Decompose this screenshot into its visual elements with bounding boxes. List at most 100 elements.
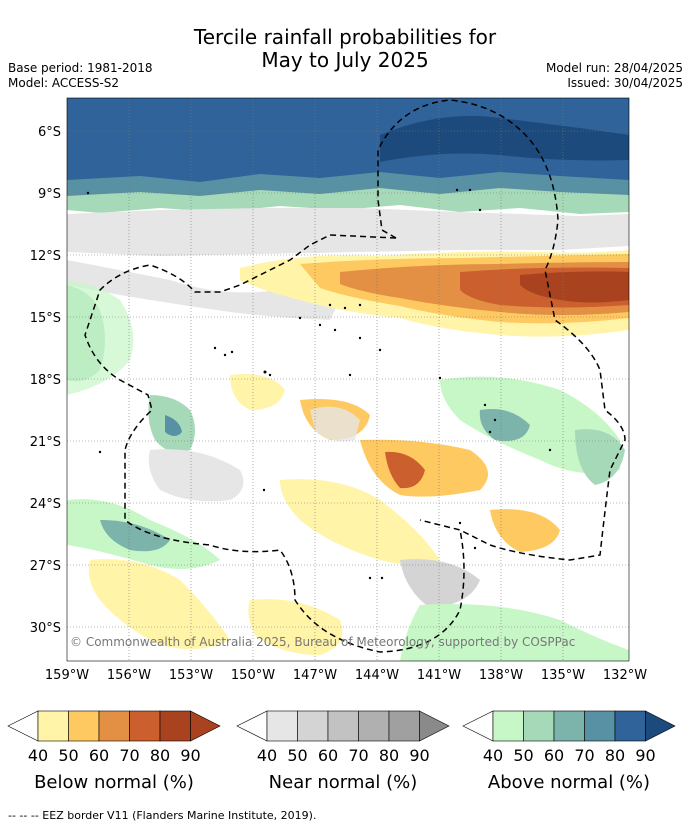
above-core-25s-west: [100, 520, 170, 552]
legend-below-tick: 50: [58, 746, 78, 765]
below-patch-147w: [230, 374, 285, 410]
legend-near-swatch: [358, 710, 390, 742]
legend-above-title: Above normal (%): [488, 772, 650, 793]
near-patch-28s: [400, 559, 480, 608]
above-core-90: [380, 116, 629, 162]
legend-above-tick: 70: [574, 746, 594, 765]
legend-above-tick: 90: [635, 746, 655, 765]
legend-near-swatch: [266, 710, 298, 742]
legend-above-tick: 60: [544, 746, 564, 765]
above-patch-30s: [400, 604, 629, 661]
issued-date: Issued: 30/04/2025: [567, 76, 683, 90]
lon-label: 141°W: [417, 668, 461, 683]
lat-label: 21°S: [30, 435, 61, 450]
legend-above-tick: 40: [483, 746, 503, 765]
legend-below-swatch: [98, 710, 130, 742]
lon-label: 153°W: [169, 668, 213, 683]
legend-near-tick: 50: [287, 746, 307, 765]
model-run: Model run: 28/04/2025: [545, 61, 683, 75]
legend-below-tick: 80: [150, 746, 170, 765]
legend-above-swatch: [492, 710, 524, 742]
map-frame: [66, 97, 630, 662]
above-patch-west-outer: [67, 280, 134, 395]
meta-left: Base period: 1981-2018 Model: ACCESS-S2: [8, 61, 153, 91]
above-core-east: [479, 409, 530, 441]
above-core-153w: [165, 415, 182, 436]
near-patch-21s: [310, 406, 360, 442]
below-band-80: [520, 271, 629, 303]
near-patch-west: [67, 260, 340, 320]
legend-near-tick: 60: [318, 746, 338, 765]
legend-near-swatch: [388, 710, 420, 742]
lat-label: 15°S: [30, 311, 61, 326]
legend-above-tick: 80: [605, 746, 625, 765]
legend-near-under-arrow: [236, 710, 268, 742]
legend-near-tick: 90: [409, 746, 429, 765]
lat-label: 30°S: [30, 621, 61, 636]
islands: [86, 188, 552, 580]
lon-label: 159°W: [45, 668, 89, 683]
legend-near-tick: 80: [379, 746, 399, 765]
below-patch-26s: [280, 479, 440, 565]
legend-below-tick: 70: [119, 746, 139, 765]
below-patch-27s-east: [490, 509, 560, 552]
legend-near: 40 50 60 70 80 90 Near normal (%): [236, 710, 450, 793]
legend-near-over-arrow: [419, 710, 450, 742]
legend-below-tick: 90: [180, 746, 200, 765]
legend-above: 40 50 60 70 80 90 Above normal (%): [462, 710, 676, 793]
model-name: Model: ACCESS-S2: [8, 76, 120, 90]
below-patch-28s-west: [88, 559, 230, 649]
legend-near-swatch: [297, 710, 329, 742]
lon-label: 150°W: [231, 668, 275, 683]
above-patch-far-east: [575, 429, 625, 485]
legend-below-swatch: [68, 710, 100, 742]
legend-below-tick: 60: [89, 746, 109, 765]
legend-below-swatch: [37, 710, 69, 742]
lat-label: 12°S: [30, 249, 61, 264]
legend-above-swatch: [553, 710, 585, 742]
lon-label: 138°W: [479, 668, 523, 683]
legend-below-under-arrow: [7, 710, 39, 742]
lat-label: 27°S: [30, 559, 61, 574]
eez-borders: [84, 99, 626, 653]
near-patch-23s: [148, 449, 244, 502]
legend-above-swatch: [614, 710, 646, 742]
lon-label: 156°W: [107, 668, 151, 683]
meta-right: Model run: 28/04/2025 Issued: 30/04/2025: [546, 61, 683, 91]
lat-label: 18°S: [30, 373, 61, 388]
map-fields: © Commonwealth of Australia 2025, Bureau…: [67, 98, 629, 661]
lat-label: 9°S: [38, 187, 61, 202]
legend-below: 40 50 60 70 80 90 Below normal (%): [7, 710, 221, 793]
near-band-north: [67, 208, 629, 256]
copyright-text: © Commonwealth of Australia 2025, Bureau…: [70, 635, 575, 649]
lat-label: 6°S: [38, 125, 61, 140]
lon-label: 144°W: [355, 668, 399, 683]
legend-above-over-arrow: [645, 710, 676, 742]
legend: 40 50 60 70 80 90 Below normal (%) 40 50…: [7, 710, 676, 793]
legend-near-swatch: [327, 710, 359, 742]
lat-label: 24°S: [30, 497, 61, 512]
legend-below-tick: 40: [28, 746, 48, 765]
legend-near-tick: 70: [348, 746, 368, 765]
map-title-line2: May to July 2025: [261, 48, 429, 72]
map-title-line1: Tercile rainfall probabilities for: [193, 25, 497, 49]
legend-above-tick: 50: [513, 746, 533, 765]
lon-label: 147°W: [293, 668, 337, 683]
legend-above-under-arrow: [462, 710, 494, 742]
base-period: Base period: 1981-2018: [8, 61, 153, 75]
legend-near-title: Near normal (%): [269, 772, 418, 793]
eez-footnote: -- -- -- EEZ border V11 (Flanders Marine…: [8, 809, 317, 822]
legend-below-over-arrow: [190, 710, 221, 742]
legend-below-title: Below normal (%): [34, 772, 194, 793]
legend-near-tick: 40: [257, 746, 277, 765]
legend-above-swatch: [584, 710, 616, 742]
lon-labels: 159°W 156°W 153°W 150°W 147°W 144°W 141°…: [45, 668, 647, 683]
below-core-south-central: [385, 451, 425, 489]
lat-labels: 6°S 9°S 12°S 15°S 18°S 21°S 24°S 27°S 30…: [30, 125, 61, 636]
legend-below-swatch: [159, 710, 191, 742]
legend-above-swatch: [523, 710, 555, 742]
lon-label: 135°W: [541, 668, 585, 683]
graticule: [67, 98, 629, 661]
lon-label: 132°W: [603, 668, 647, 683]
rainfall-map: © Commonwealth of Australia 2025, Bureau…: [30, 97, 647, 683]
